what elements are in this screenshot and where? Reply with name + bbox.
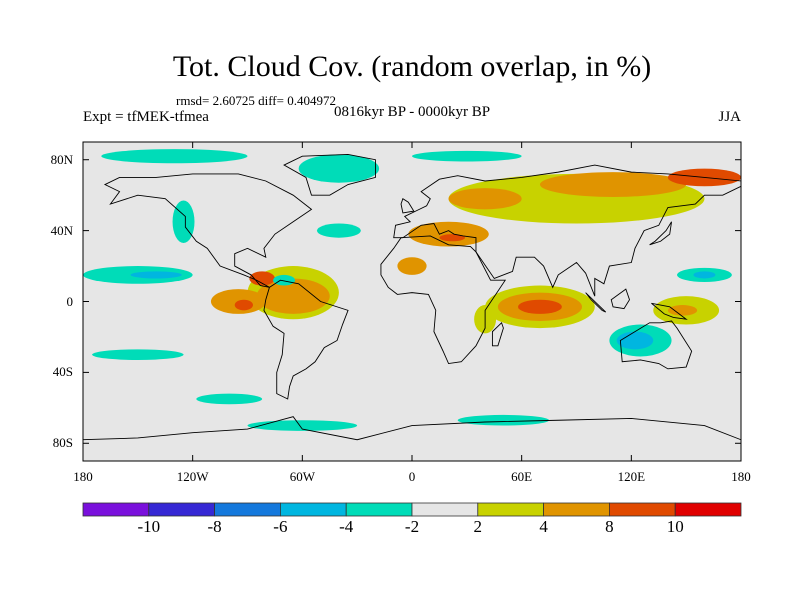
anomaly-region — [667, 305, 698, 316]
coastline-greenland — [283, 153, 376, 196]
anomaly-region — [412, 150, 522, 162]
colorbar-swatch — [82, 502, 150, 517]
x-tick-label: 60W — [289, 469, 315, 484]
period-label: 0816kyr BP - 0000kyr BP — [333, 104, 491, 120]
experiment-label: Expt = tfMEK-tfmea — [83, 109, 209, 125]
x-tick-label: 0 — [408, 469, 416, 484]
x-tick-label: 120E — [617, 469, 646, 484]
coastline-antarctica — [82, 416, 742, 441]
coastline-japan — [649, 221, 672, 246]
colorbar — [82, 502, 742, 517]
colorbar-label: -10 — [137, 517, 161, 536]
anomaly-region — [397, 257, 427, 275]
colorbar-swatch — [214, 502, 281, 517]
anomaly-region — [101, 149, 248, 164]
stats-text: rmsd= 2.60725 diff= 0.404972 — [176, 93, 336, 108]
anomaly-region — [316, 223, 361, 238]
season-label: JJA — [718, 109, 741, 125]
anomaly-regions — [83, 149, 741, 431]
coastline-eurasia — [393, 164, 742, 297]
x-tick-label: 180 — [73, 469, 93, 484]
anomaly-region — [298, 154, 380, 183]
colorbar-label: -2 — [404, 517, 420, 536]
colorbar-swatch — [609, 502, 676, 517]
anomaly-region — [256, 278, 330, 314]
y-tick-label: 40N — [50, 222, 73, 238]
coastline-sumatra — [585, 292, 607, 313]
anomaly-region — [172, 200, 195, 244]
colorbar-swatch — [543, 502, 610, 517]
colorbar-label: 2 — [473, 517, 483, 536]
coastline-australia — [619, 320, 693, 370]
anomaly-region — [273, 274, 296, 286]
anomaly-region — [196, 393, 263, 405]
anomaly-region — [408, 221, 489, 247]
colorbar-swatch — [345, 502, 413, 517]
anomaly-region — [92, 349, 184, 360]
anomaly-region — [249, 271, 275, 286]
x-tick-label: 120W — [176, 469, 209, 484]
colorbar-label: 8 — [605, 517, 614, 536]
coastline-africa — [380, 235, 507, 365]
anomaly-region — [439, 234, 466, 242]
axis-ticks — [82, 142, 742, 461]
anomaly-region — [693, 271, 716, 279]
x-tick-label: 180 — [731, 469, 751, 484]
colorbar-swatch — [279, 502, 347, 517]
plot-title: Tot. Cloud Cov. (random overlap, in %) — [172, 50, 652, 83]
coastline-new-guinea — [651, 302, 688, 320]
coastline-borneo — [610, 288, 631, 310]
y-tick-label: 80N — [50, 151, 73, 167]
y-tick-label: 40S — [52, 364, 73, 380]
colorbar-label: -6 — [273, 517, 288, 536]
anomaly-region — [234, 299, 253, 311]
x-tick-label: 60E — [511, 469, 533, 484]
y-tick-label: 0 — [66, 293, 74, 309]
coastline-madagascar — [491, 321, 504, 347]
anomaly-region — [518, 299, 562, 314]
colorbar-swatch — [477, 502, 544, 517]
colorbar-label: 10 — [666, 517, 684, 536]
anomaly-region — [457, 414, 550, 426]
anomaly-region — [247, 420, 358, 431]
coastline-north-america — [103, 173, 313, 288]
anomaly-region — [130, 271, 182, 279]
anomaly-region — [539, 172, 687, 197]
colorbar-label: -4 — [339, 517, 354, 536]
colorbar-swatch — [674, 502, 742, 517]
anomaly-region — [616, 331, 654, 350]
anomaly-region — [448, 188, 522, 210]
coastlines — [82, 153, 742, 441]
colorbar-label: -8 — [207, 517, 222, 536]
coastline-britain — [400, 198, 415, 214]
colorbar-swatch — [411, 502, 479, 517]
coastline-south-america — [263, 279, 349, 400]
colorbar-swatch — [148, 502, 216, 517]
y-tick-label: 80S — [52, 435, 73, 451]
colorbar-label: 4 — [539, 517, 548, 536]
